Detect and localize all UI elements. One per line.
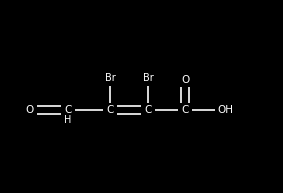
Text: C: C bbox=[144, 105, 152, 115]
Text: Br: Br bbox=[105, 73, 115, 83]
Text: O: O bbox=[26, 105, 34, 115]
Text: H: H bbox=[64, 115, 72, 125]
Text: C: C bbox=[106, 105, 114, 115]
Text: C: C bbox=[181, 105, 189, 115]
Text: Br: Br bbox=[143, 73, 153, 83]
Text: O: O bbox=[181, 75, 189, 85]
Text: OH: OH bbox=[217, 105, 233, 115]
Text: C: C bbox=[64, 105, 72, 115]
